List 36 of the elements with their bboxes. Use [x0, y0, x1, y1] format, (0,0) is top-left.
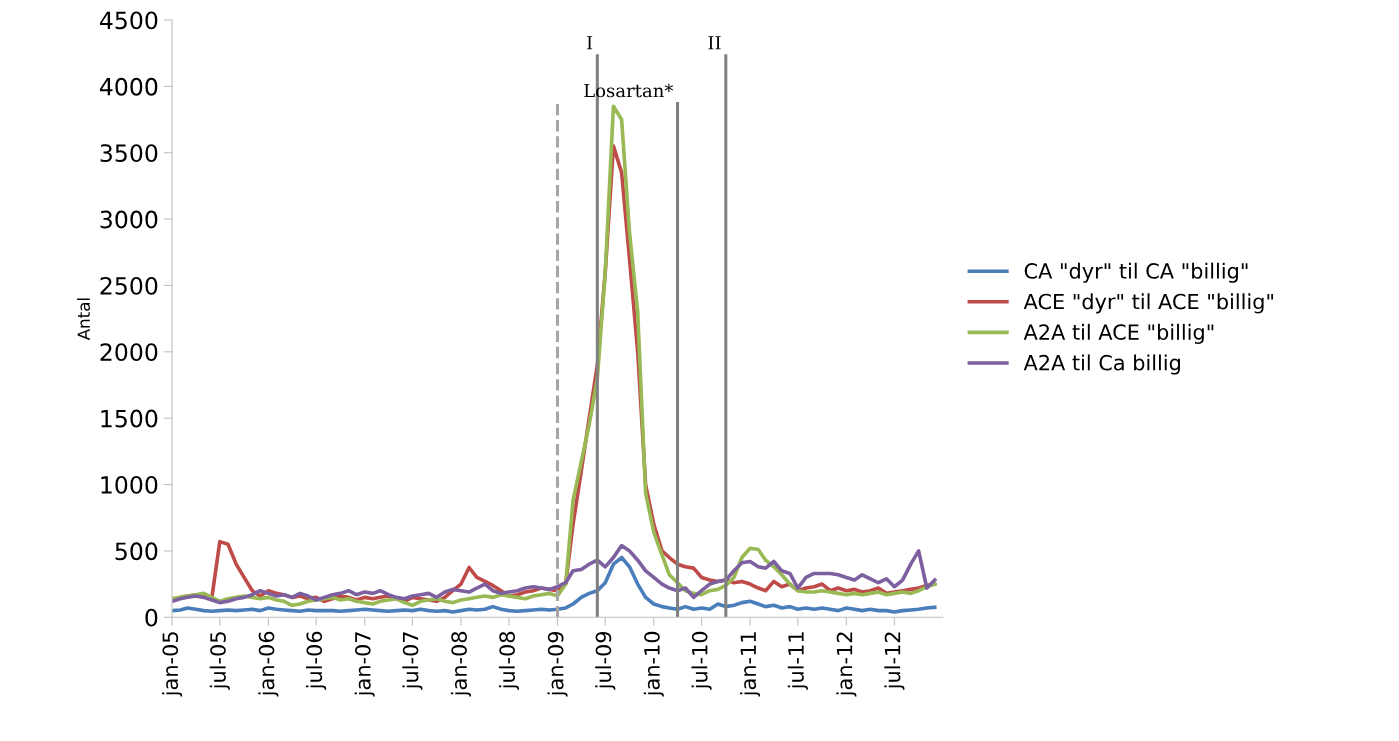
x-tick-label: jul-05 — [209, 632, 230, 690]
y-tick-label: 1000 — [101, 475, 158, 494]
x-tick-label: jan-05 — [162, 632, 183, 697]
legend-label: CA "dyr" til CA "billig" — [1024, 262, 1248, 283]
x-tick-label: jan-07 — [354, 632, 375, 697]
y-tick-label: 3500 — [100, 144, 158, 163]
x-tick-label: jul-08 — [498, 631, 520, 690]
ref-line-label: II — [708, 36, 721, 50]
x-tick-label: jul-06 — [306, 631, 327, 690]
y-tick-label: 0 — [145, 608, 158, 627]
x-tick-label: jul-10 — [691, 631, 712, 690]
line-series — [172, 555, 937, 614]
legend-label: ACE "dyr" til ACE "billig" — [1023, 293, 1274, 314]
y-tick-label: 4000 — [99, 77, 158, 96]
ref-line-label: Losartan* — [584, 83, 674, 98]
y-tick-label: 2000 — [100, 343, 158, 362]
y-tick-label: 2500 — [100, 276, 158, 295]
x-tick-label: jan-12 — [836, 632, 857, 697]
x-tick-label: jan-06 — [258, 631, 279, 697]
x-tick-label: jan-10 — [643, 631, 664, 697]
line-series — [172, 543, 937, 605]
y-axis-title: Antal — [77, 298, 91, 341]
legend-label: A2A til ACE "billig" — [1023, 323, 1214, 344]
legend-label: A2A til Ca billig — [1023, 354, 1180, 375]
x-tick-label: jul-12 — [884, 632, 905, 690]
x-tick-label: jul-09 — [595, 631, 616, 690]
y-tick-label: 4500 — [99, 11, 158, 30]
x-tick-label: jul-07 — [402, 632, 423, 690]
x-tick-label: jan-11 — [740, 632, 761, 697]
y-tick-label: 3000 — [100, 210, 158, 229]
x-tick-label: jan-09 — [547, 631, 568, 697]
y-tick-label: 1500 — [101, 409, 158, 428]
x-tick-label: jan-08 — [450, 631, 472, 697]
x-tick-label: jul-11 — [787, 632, 808, 690]
y-tick-label: 500 — [115, 542, 158, 561]
ref-line-label: I — [587, 36, 593, 50]
